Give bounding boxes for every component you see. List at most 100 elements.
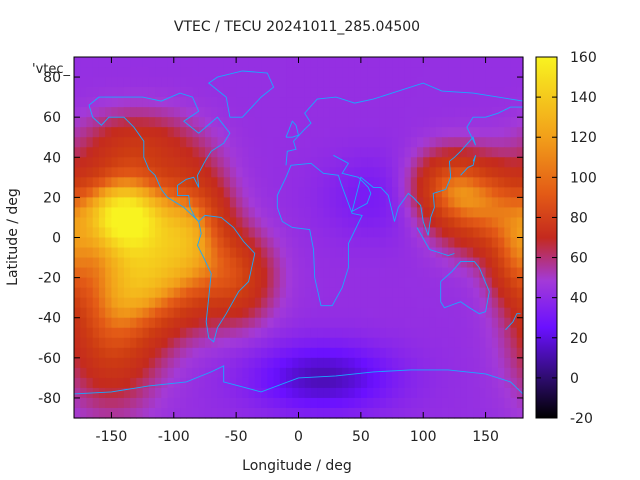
heatmap-cell: [242, 257, 250, 269]
heatmap-cell: [435, 177, 443, 188]
heatmap-cell: [416, 127, 424, 138]
heatmap-cell: [136, 307, 144, 319]
heatmap-cell: [441, 207, 449, 219]
heatmap-cell: [441, 217, 449, 229]
heatmap-cell: [167, 187, 175, 198]
heatmap-cell: [392, 247, 399, 259]
heatmap-cell: [491, 287, 499, 299]
heatmap-cell: [111, 277, 119, 289]
heatmap-cell: [86, 277, 94, 289]
heatmap-cell: [111, 247, 119, 259]
heatmap-cell: [186, 107, 194, 118]
heatmap-cell: [317, 87, 325, 98]
heatmap-cell: [242, 247, 250, 259]
heatmap-cell: [317, 407, 325, 419]
heatmap-cell: [335, 367, 343, 379]
heatmap-cell: [180, 87, 187, 98]
heatmap-cell: [123, 367, 131, 379]
heatmap-cell: [173, 177, 181, 188]
heatmap-cell: [448, 217, 456, 229]
heatmap-cell: [279, 347, 287, 359]
heatmap-cell: [516, 57, 524, 68]
heatmap-cell: [354, 257, 362, 269]
heatmap-cell: [273, 147, 281, 158]
heatmap-cell: [198, 277, 206, 289]
heatmap-cell: [410, 347, 418, 359]
heatmap-cell: [211, 257, 219, 269]
heatmap-cell: [186, 137, 194, 148]
heatmap-cell: [448, 77, 456, 88]
heatmap-cell: [323, 187, 331, 198]
heatmap-cell: [385, 287, 393, 299]
heatmap-cell: [223, 157, 231, 168]
heatmap-cell: [254, 187, 262, 198]
heatmap-cell: [342, 327, 349, 339]
heatmap-cell: [373, 377, 381, 389]
heatmap-cell: [192, 247, 200, 259]
heatmap-cell: [504, 137, 512, 148]
heatmap-cell: [229, 377, 237, 389]
heatmap-cell: [491, 237, 499, 249]
heatmap-cell: [74, 177, 81, 188]
heatmap-cell: [223, 167, 231, 178]
heatmap-cell: [510, 127, 518, 138]
heatmap-cell: [491, 397, 499, 409]
heatmap-cell: [242, 237, 250, 249]
heatmap-cell: [335, 167, 343, 178]
heatmap-cell: [105, 407, 113, 419]
heatmap-cell: [423, 187, 431, 198]
heatmap-cell: [223, 357, 231, 369]
heatmap-cell: [105, 137, 113, 148]
heatmap-cell: [317, 377, 325, 389]
coastline: [460, 155, 477, 176]
heatmap-cell: [74, 317, 81, 329]
heatmap-cell: [379, 107, 387, 118]
heatmap-cell: [329, 177, 337, 188]
heatmap-cell: [98, 217, 106, 229]
heatmap-cell: [92, 237, 100, 249]
heatmap-cell: [373, 177, 381, 188]
heatmap-cell: [385, 297, 393, 309]
heatmap-cell: [105, 247, 113, 259]
heatmap-cell: [254, 157, 262, 168]
chart-title: VTEC / TECU 20241011_285.04500: [174, 19, 420, 35]
heatmap-cell: [310, 337, 318, 349]
heatmap-cell: [229, 267, 237, 279]
heatmap-cell: [435, 357, 443, 369]
y-tick-label: -60: [38, 351, 61, 367]
heatmap-cell: [473, 377, 480, 389]
heatmap-cell: [254, 317, 262, 329]
heatmap-cell: [161, 247, 169, 259]
heatmap-cell: [123, 267, 131, 279]
heatmap-cell: [105, 367, 113, 379]
heatmap-cell: [92, 297, 100, 309]
heatmap-cell: [342, 277, 349, 289]
heatmap-cell: [279, 147, 287, 158]
heatmap-cell: [491, 127, 499, 138]
heatmap-cell: [491, 227, 499, 239]
heatmap-cell: [373, 387, 381, 399]
heatmap-cell: [161, 127, 169, 138]
heatmap-cell: [279, 127, 287, 138]
heatmap-cell: [360, 197, 368, 209]
heatmap-cell: [155, 297, 162, 309]
heatmap-cell: [273, 387, 281, 399]
heatmap-cell: [510, 87, 518, 98]
heatmap-cell: [173, 407, 181, 419]
heatmap-cell: [491, 177, 499, 188]
heatmap-cell: [173, 357, 181, 369]
coastline: [276, 162, 363, 307]
heatmap-cell: [466, 277, 474, 289]
heatmap-cell: [348, 337, 356, 349]
heatmap-cell: [317, 217, 325, 229]
heatmap-cell: [267, 87, 275, 98]
heatmap-cell: [98, 317, 106, 329]
heatmap-cell: [410, 167, 418, 178]
heatmap-cell: [317, 397, 325, 409]
heatmap-cell: [98, 177, 106, 188]
heatmap-cell: [80, 177, 88, 188]
heatmap-cell: [261, 297, 268, 309]
heatmap-cell: [373, 357, 381, 369]
heatmap-cell: [223, 137, 231, 148]
heatmap-cell: [161, 117, 169, 128]
